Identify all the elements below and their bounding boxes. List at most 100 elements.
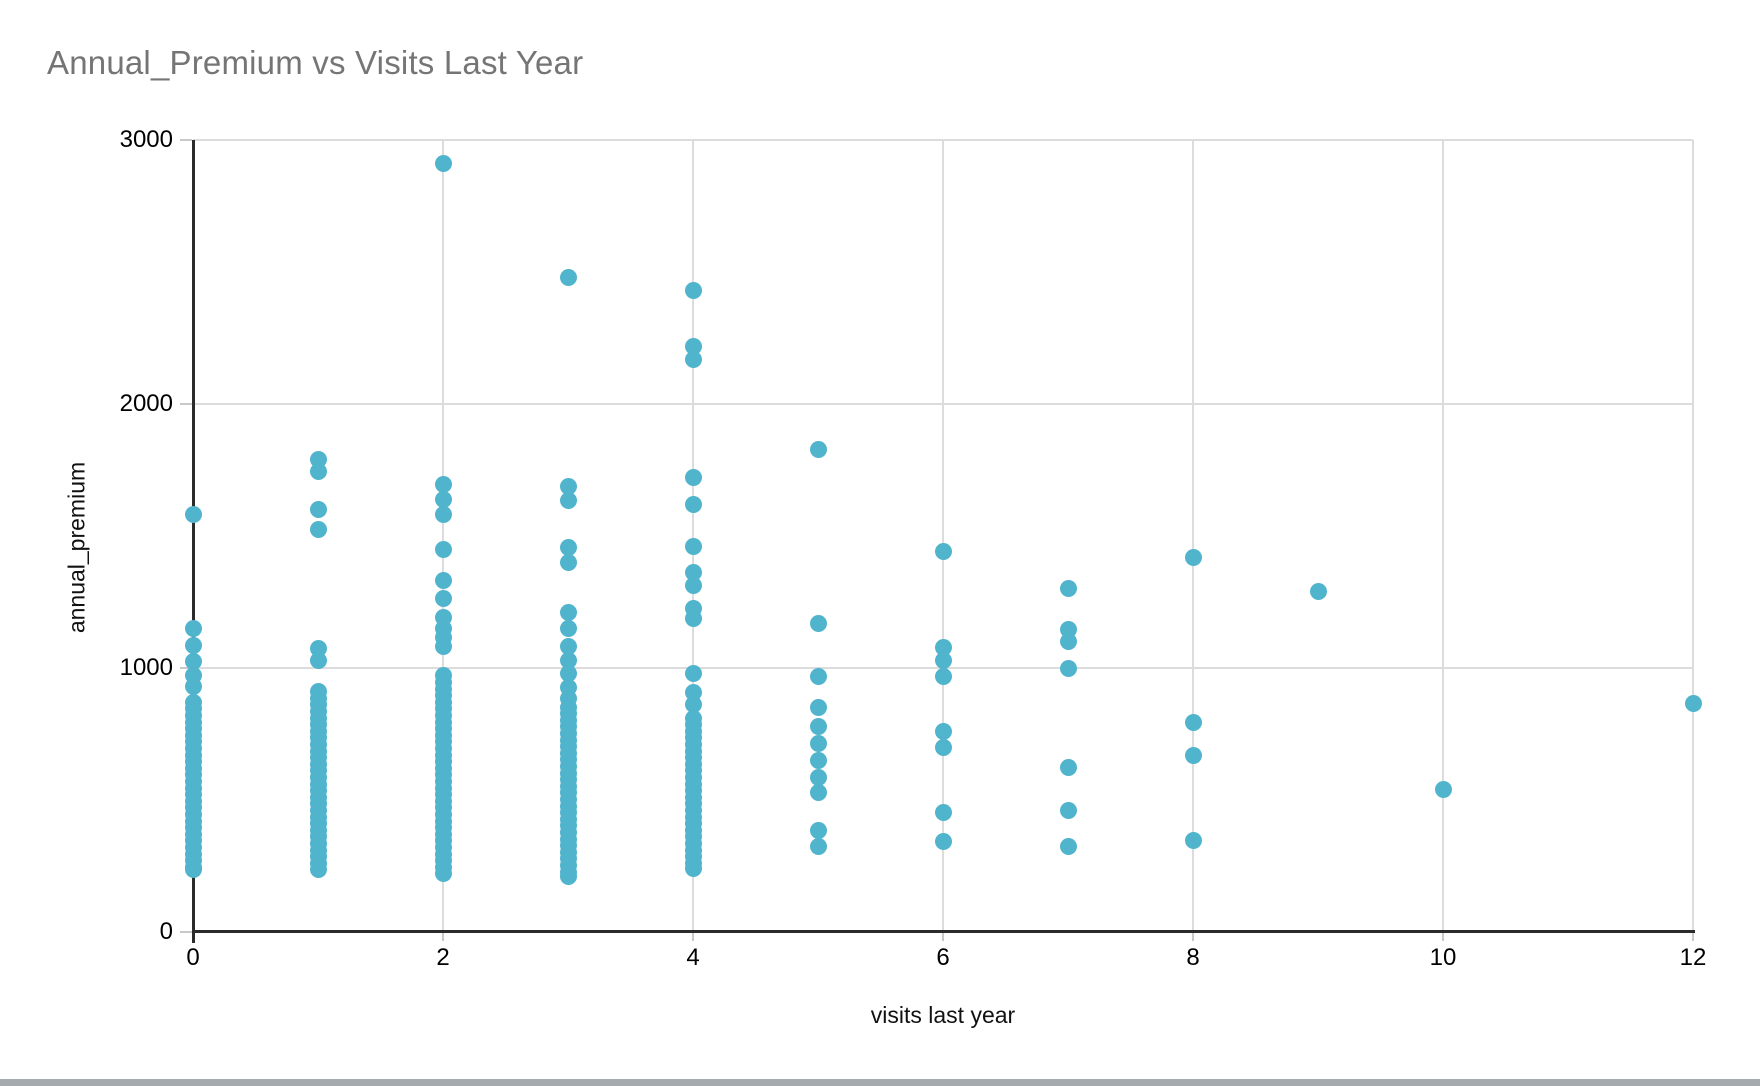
data-point (934, 739, 952, 757)
data-point (684, 468, 702, 486)
plot-area (180, 139, 1702, 943)
x-gridline (692, 140, 694, 932)
data-point (1059, 838, 1077, 856)
data-point (1434, 781, 1452, 799)
x-tick-label: 8 (1186, 944, 1200, 971)
x-tick-label: 2 (436, 944, 450, 971)
chart-title: Annual_Premium vs Visits Last Year (47, 44, 584, 81)
data-point (434, 589, 452, 607)
x-tick-mark (1442, 933, 1444, 941)
data-point (1184, 548, 1202, 566)
data-point (559, 664, 577, 682)
data-point (809, 668, 827, 686)
data-point (809, 769, 827, 787)
data-point (809, 783, 827, 801)
data-point (684, 538, 702, 556)
data-point (1184, 713, 1202, 731)
data-point (684, 350, 702, 368)
x-tick-label: 4 (686, 944, 700, 971)
data-point (1059, 632, 1077, 650)
y-axis-title: annual_premium (63, 461, 90, 634)
data-point (684, 683, 702, 701)
data-point (309, 861, 327, 879)
data-point (1059, 801, 1077, 819)
data-point (934, 833, 952, 851)
data-point (309, 462, 327, 480)
y-tick-mark (180, 139, 192, 141)
data-point (934, 668, 952, 686)
data-point (809, 734, 827, 752)
data-point (184, 861, 202, 879)
x-gridline (942, 140, 944, 932)
data-point (184, 652, 202, 670)
y-tick-mark (180, 667, 192, 669)
x-tick-label: 12 (1679, 944, 1707, 971)
data-point (434, 155, 452, 173)
data-point (184, 677, 202, 695)
x-gridline (1442, 140, 1444, 932)
data-point (184, 619, 202, 637)
data-point (559, 478, 577, 496)
data-point (1184, 831, 1202, 849)
y-axis-line (192, 140, 195, 943)
data-point (309, 501, 327, 519)
data-point (559, 868, 577, 886)
data-point (184, 506, 202, 524)
data-point (684, 664, 702, 682)
window-bottom-edge (0, 1079, 1760, 1086)
data-point (434, 506, 452, 524)
data-point (559, 553, 577, 571)
data-point (1059, 659, 1077, 677)
data-point (434, 490, 452, 508)
data-point (434, 541, 452, 559)
x-tick-label: 10 (1429, 944, 1457, 971)
y-tick-label: 1000 (119, 654, 173, 681)
data-point (934, 804, 952, 822)
x-tick-mark (942, 933, 944, 941)
x-axis-title: visits last year (870, 1002, 1016, 1028)
data-point (434, 571, 452, 589)
data-point (559, 620, 577, 638)
data-point (684, 495, 702, 513)
x-tick-label: 6 (936, 944, 950, 971)
data-point (434, 638, 452, 656)
data-point (809, 614, 827, 632)
y-tick-label: 0 (159, 918, 173, 945)
data-point (809, 699, 827, 717)
data-point (684, 696, 702, 714)
y-tick-mark (180, 931, 192, 933)
data-point (1184, 746, 1202, 764)
x-gridline (1192, 140, 1194, 932)
y-tick-label: 2000 (119, 390, 173, 417)
data-point (184, 637, 202, 655)
data-point (684, 609, 702, 627)
data-point (309, 520, 327, 538)
data-point (1059, 580, 1077, 598)
data-point (809, 441, 827, 459)
x-axis-line (193, 930, 1695, 933)
data-point (559, 268, 577, 286)
x-gridline (442, 140, 444, 932)
data-point (934, 723, 952, 741)
data-point (309, 651, 327, 669)
x-tick-mark (1192, 933, 1194, 941)
data-point (434, 865, 452, 883)
y-tick-mark (180, 403, 192, 405)
x-tick-mark (1692, 933, 1694, 941)
data-point (684, 859, 702, 877)
data-point (809, 838, 827, 856)
x-gridline (1692, 140, 1694, 932)
x-tick-label: 0 (186, 944, 200, 971)
data-point (934, 543, 952, 561)
data-point (1059, 758, 1077, 776)
data-point (934, 652, 952, 670)
data-point (1309, 582, 1327, 600)
data-point (809, 821, 827, 839)
data-point (559, 491, 577, 509)
data-point (809, 751, 827, 769)
data-point (559, 603, 577, 621)
data-point (1684, 695, 1702, 713)
data-point (559, 538, 577, 556)
x-tick-mark (692, 933, 694, 941)
